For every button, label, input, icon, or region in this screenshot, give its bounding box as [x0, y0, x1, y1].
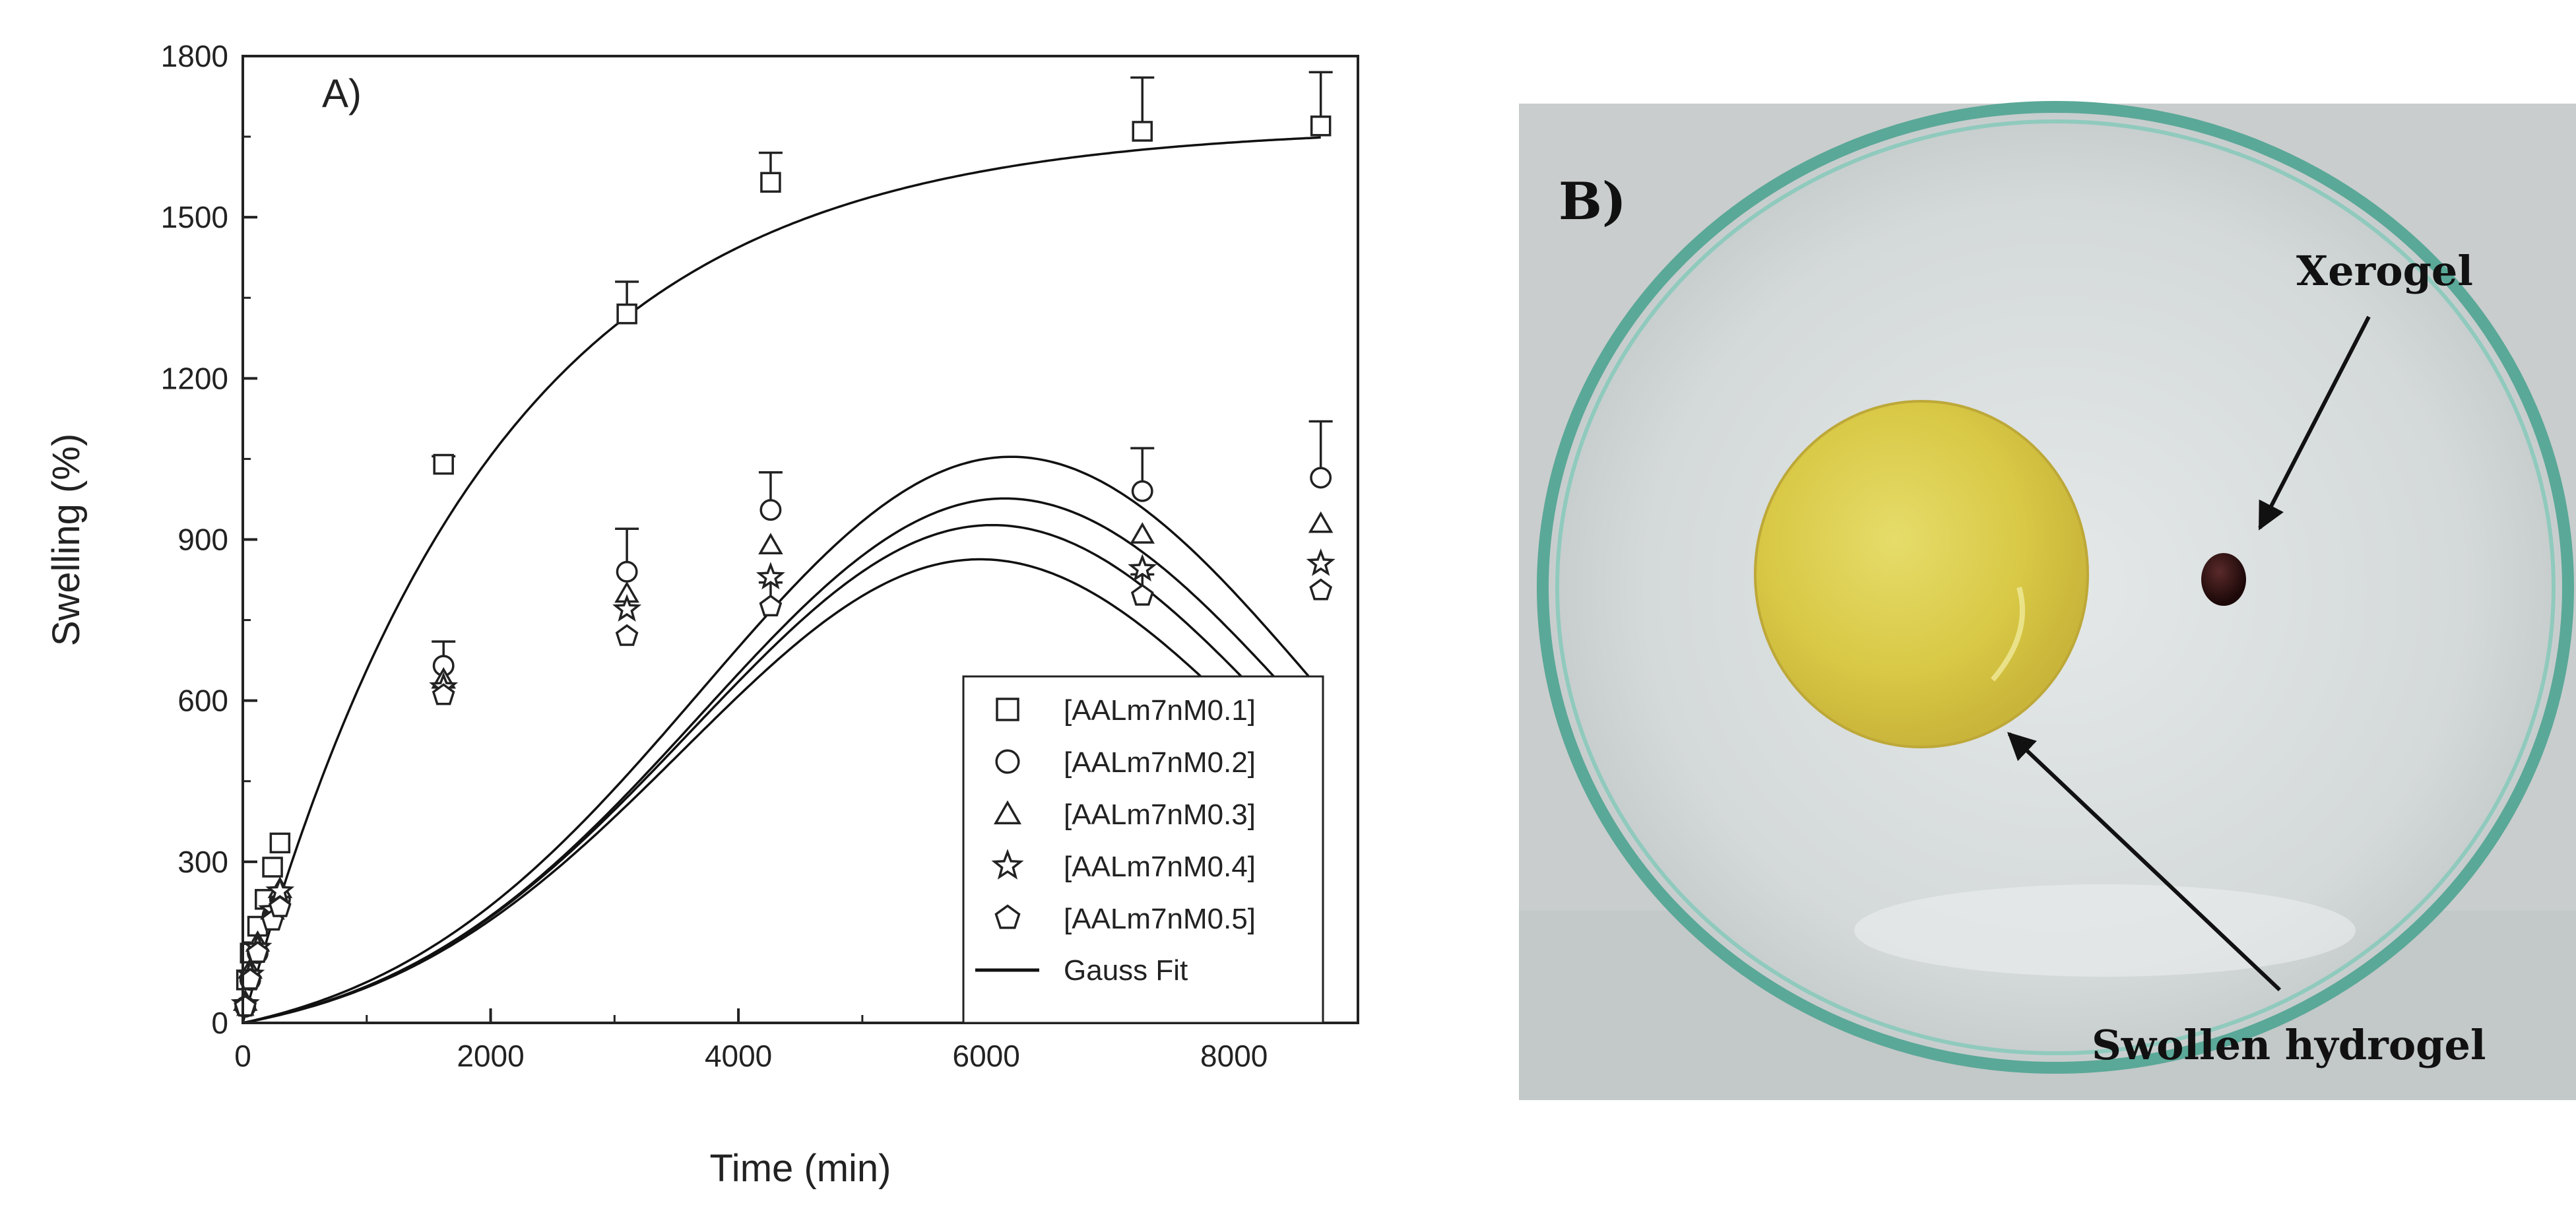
point-aalm7nm0-4	[612, 594, 642, 622]
y-tick-label: 1500	[161, 200, 228, 234]
point-aalm7nm0-4	[756, 562, 785, 590]
point-aalm7nm0-1	[269, 832, 291, 854]
legend-label-aalm7nm0-1: [AALm7nM0.1]	[1064, 694, 1256, 727]
point-aalm7nm0-4	[1306, 548, 1336, 576]
panel-label-a: A)	[322, 71, 362, 115]
fit-curve-aalm7nm0-5	[242, 558, 1322, 1024]
hydrogel-highlight	[1990, 586, 2025, 682]
xerogel-bead	[2201, 553, 2246, 606]
point-aalm7nm0-5	[432, 683, 455, 705]
panel-label-b: B)	[1559, 172, 1626, 232]
legend-label-aalm7nm0-3: [AALm7nM0.3]	[1064, 799, 1256, 831]
point-aalm7nm0-1	[760, 172, 781, 193]
y-tick-label: 0	[211, 1006, 228, 1040]
point-aalm7nm0-5	[615, 624, 639, 646]
point-aalm7nm0-5	[246, 940, 269, 963]
xerogel-label: Xerogel	[2296, 247, 2473, 295]
legend-label-aalm7nm0-2: [AALm7nM0.2]	[1064, 746, 1256, 779]
xerogel-arrow	[2258, 315, 2371, 531]
swelling-chart: 0 2000 4000 6000 80000300600900120015001800 …	[45, 39, 1359, 1190]
point-aalm7nm0-1	[262, 857, 283, 878]
data-markers	[230, 115, 1336, 1018]
dish-glare	[1854, 884, 2356, 977]
legend-marker-aalm7nm0-5	[994, 904, 1021, 929]
legend-marker-aalm7nm0-3	[993, 800, 1022, 825]
point-aalm7nm0-3	[758, 533, 783, 554]
point-aalm7nm0-2	[1131, 480, 1153, 502]
y-tick-label: 1800	[161, 39, 228, 73]
point-aalm7nm0-5	[1130, 583, 1154, 606]
x-tick-label: 4000	[705, 1039, 772, 1073]
y-tick-label: 900	[177, 523, 228, 557]
x-axis-title: Time (min)	[710, 1147, 891, 1190]
y-tick-label: 600	[177, 684, 228, 718]
y-tick-label: 300	[177, 845, 228, 879]
point-aalm7nm0-5	[234, 995, 257, 1017]
point-aalm7nm0-4	[1128, 554, 1157, 581]
point-aalm7nm0-2	[759, 499, 782, 521]
point-aalm7nm0-2	[1310, 467, 1332, 489]
petri-dish-photo: B) Xerogel Swollen hydrogel	[1519, 101, 2576, 1100]
x-tick-label: 2000	[457, 1039, 524, 1073]
legend-marker-aalm7nm0-2	[995, 749, 1020, 774]
point-aalm7nm0-1	[1132, 121, 1153, 142]
x-tick-label: 6000	[952, 1039, 1019, 1073]
legend-label-aalm7nm0-4: [AALm7nM0.4]	[1064, 851, 1256, 883]
point-aalm7nm0-3	[1130, 522, 1155, 544]
x-tick-label: 0	[234, 1039, 251, 1073]
point-aalm7nm0-1	[433, 453, 454, 475]
legend-fit-label: Gauss Fit	[1064, 954, 1188, 987]
legend-items: [AALm7nM0.1] [AALm7nM0.2] [AALm7nM0.3] [AAL…	[991, 694, 1256, 935]
point-aalm7nm0-5	[268, 895, 292, 917]
legend-label-aalm7nm0-5: [AALm7nM0.5]	[1064, 903, 1256, 935]
legend: [AALm7nM0.1] [AALm7nM0.2] [AALm7nM0.3] [AAL…	[962, 675, 1324, 1024]
swollen-hydrogel-label: Swollen hydrogel	[2092, 1021, 2486, 1069]
point-aalm7nm0-5	[1309, 578, 1333, 601]
point-aalm7nm0-2	[616, 560, 638, 583]
hydrogel-arrow	[2007, 732, 2282, 992]
y-axis-title: Swelling (%)	[45, 434, 88, 646]
point-aalm7nm0-5	[759, 594, 783, 617]
point-aalm7nm0-1	[616, 303, 637, 325]
axis-ticks: 0 2000 4000 6000 8000 0 300 600 900 1200 1500 1800	[161, 39, 1268, 1073]
point-aalm7nm0-3	[1308, 511, 1334, 533]
legend-marker-aalm7nm0-4	[991, 849, 1024, 880]
x-tick-label: 8000	[1200, 1039, 1268, 1073]
y-tick-label: 1200	[161, 361, 228, 395]
swollen-hydrogel-disc	[1754, 400, 2089, 748]
fit-curve-aalm7nm0-1	[242, 136, 1321, 1024]
legend-box	[962, 675, 1324, 1024]
point-aalm7nm0-1	[1310, 115, 1332, 137]
fit-curve-aalm7nm0-2	[242, 455, 1322, 1024]
legend-marker-aalm7nm0-1	[996, 698, 1019, 721]
petri-dish-rim	[1555, 119, 2556, 1055]
